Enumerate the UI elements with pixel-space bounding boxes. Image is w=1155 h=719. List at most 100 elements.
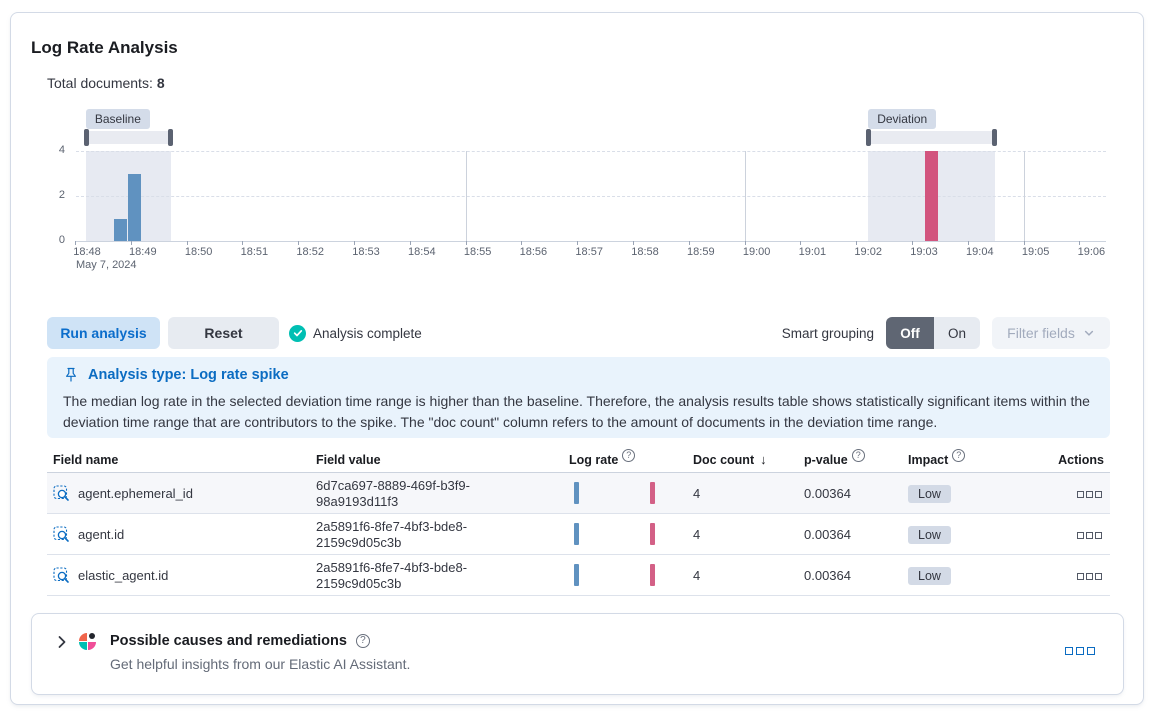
- impact-badge: Low: [908, 566, 951, 585]
- doc-count-cell: 4: [693, 486, 701, 501]
- row-actions-icon[interactable]: [1077, 491, 1102, 498]
- accordion-title-row: Possible causes and remediations ?: [110, 633, 370, 649]
- deviation-brush-right-handle[interactable]: [991, 129, 997, 146]
- analysis-status: Analysis complete: [289, 324, 422, 342]
- accordion-subtitle: Get helpful insights from our Elastic AI…: [110, 656, 411, 672]
- x-axis-label: 19:05: [1021, 246, 1050, 258]
- analysis-type-callout: Analysis type: Log rate spike The median…: [47, 357, 1110, 438]
- help-icon[interactable]: ?: [355, 634, 370, 648]
- x-gridline: [465, 151, 467, 241]
- x-axis-label: 18:53: [352, 246, 380, 258]
- page-title: Log Rate Analysis: [31, 38, 178, 57]
- field-name: agent.ephemeral_id: [78, 486, 193, 501]
- x-axis-label: 18:49: [129, 246, 157, 258]
- info-icon[interactable]: ?: [952, 449, 966, 462]
- info-icon[interactable]: ?: [851, 449, 865, 462]
- deviation-bar: [924, 151, 938, 241]
- smart-grouping-toggle: Off On: [886, 317, 980, 349]
- column-label: Impact: [908, 452, 949, 467]
- smart-grouping-off-button[interactable]: Off: [886, 317, 934, 349]
- x-axis-label: 19:02: [854, 246, 882, 258]
- callout-title: Analysis type: Log rate spike: [88, 367, 289, 383]
- chevron-right-icon[interactable]: [54, 634, 70, 650]
- ai-assistant-accordion: Possible causes and remediations ? Get h…: [31, 613, 1124, 695]
- smart-grouping-on-button[interactable]: On: [934, 317, 980, 349]
- impact-cell: Low: [902, 525, 1048, 544]
- x-axis-label: 18:48: [73, 246, 101, 258]
- impact-cell: Low: [902, 484, 1048, 503]
- row-actions-icon[interactable]: [1077, 532, 1102, 539]
- field-search-icon[interactable]: [53, 485, 70, 502]
- x-tick: [577, 241, 579, 245]
- field-name-cell: agent.ephemeral_id: [47, 485, 310, 502]
- doc-count-cell: 4: [693, 568, 701, 583]
- x-tick: [354, 241, 355, 245]
- run-analysis-button[interactable]: Run analysis: [47, 317, 160, 349]
- deviation-brush-left-handle[interactable]: [866, 129, 872, 146]
- x-tick: [409, 241, 411, 245]
- field-search-icon[interactable]: [53, 567, 70, 584]
- x-axis-label: 18:55: [463, 246, 492, 258]
- x-tick: [1023, 241, 1025, 245]
- actions-cell: [1048, 568, 1110, 583]
- x-gridline: [744, 151, 746, 241]
- field-name: agent.id: [78, 527, 125, 542]
- x-axis-label: 18:59: [687, 246, 715, 258]
- actions-cell: [1048, 527, 1110, 542]
- baseline-bar: [114, 218, 127, 241]
- baseline-brush-left-handle[interactable]: [83, 129, 89, 146]
- x-gridline: [1023, 151, 1025, 241]
- field-name: elastic_agent.id: [78, 568, 169, 583]
- y-axis-label: 0: [58, 234, 65, 246]
- total-documents-label: Total documents:: [47, 75, 153, 91]
- log-rate-cell: [563, 555, 687, 596]
- field-name-cell: elastic_agent.id: [47, 567, 310, 584]
- baseline-bar: [127, 173, 141, 241]
- table-row: elastic_agent.id 2a5891f6-8fe7-4bf3-bde8-…: [47, 555, 1110, 596]
- column-header-p-value[interactable]: p-value?: [798, 449, 902, 467]
- x-tick: [633, 241, 634, 245]
- x-axis-label: 18:50: [184, 246, 213, 258]
- impact-badge: Low: [908, 484, 951, 503]
- column-header-impact[interactable]: Impact?: [902, 449, 1048, 467]
- analysis-controls: Run analysis Reset Analysis complete Sma…: [47, 317, 1110, 349]
- smart-grouping-label: Smart grouping: [781, 325, 874, 341]
- baseline-brush-right-handle[interactable]: [167, 129, 173, 146]
- column-label: Actions: [1058, 452, 1104, 467]
- column-header-field-value[interactable]: Field value: [310, 453, 563, 467]
- deviation-brush[interactable]: [868, 131, 995, 144]
- column-header-actions: Actions: [1048, 453, 1110, 467]
- column-label: Field name: [53, 452, 119, 467]
- x-tick: [967, 241, 969, 245]
- results-table: Field name Field value Log rate? Doc count ↓…: [47, 447, 1110, 596]
- x-axis-label: 18:57: [575, 246, 603, 258]
- column-header-doc-count[interactable]: Doc count ↓: [687, 452, 798, 467]
- reset-button[interactable]: Reset: [168, 317, 279, 349]
- field-name-cell: agent.id: [47, 526, 310, 543]
- column-header-log-rate[interactable]: Log rate?: [563, 449, 687, 467]
- log-rate-baseline-bar: [574, 523, 579, 545]
- accordion-actions-icon[interactable]: [1065, 647, 1095, 655]
- field-value: 2a5891f6-8fe7-4bf3-bde8-2159c9d05c3b: [316, 518, 468, 550]
- row-actions-icon[interactable]: [1077, 573, 1102, 580]
- x-axis-date-label: May 7, 2024: [76, 259, 137, 271]
- x-tick: [744, 241, 746, 245]
- info-icon[interactable]: ?: [622, 449, 636, 462]
- log-rate-deviation-bar: [650, 564, 655, 586]
- chevron-down-icon: [1084, 330, 1093, 336]
- callout-body: The median log rate in the selected devi…: [63, 393, 1090, 430]
- y-gridline: [76, 196, 1106, 197]
- baseline-brush[interactable]: [85, 131, 171, 144]
- column-label: p-value: [804, 452, 848, 467]
- impact-cell: Low: [902, 566, 1048, 585]
- x-tick: [75, 241, 76, 245]
- column-header-field-name[interactable]: Field name: [47, 453, 310, 467]
- x-tick: [465, 241, 467, 245]
- total-documents: Total documents: 8: [47, 75, 165, 91]
- controls-right: Smart grouping Off On Filter fields: [782, 317, 1110, 349]
- filter-fields-label: Filter fields: [1007, 325, 1075, 341]
- filter-fields-button[interactable]: Filter fields: [992, 317, 1110, 349]
- log-rate-deviation-bar: [650, 482, 655, 504]
- y-gridline: [76, 151, 1106, 152]
- field-search-icon[interactable]: [53, 526, 70, 543]
